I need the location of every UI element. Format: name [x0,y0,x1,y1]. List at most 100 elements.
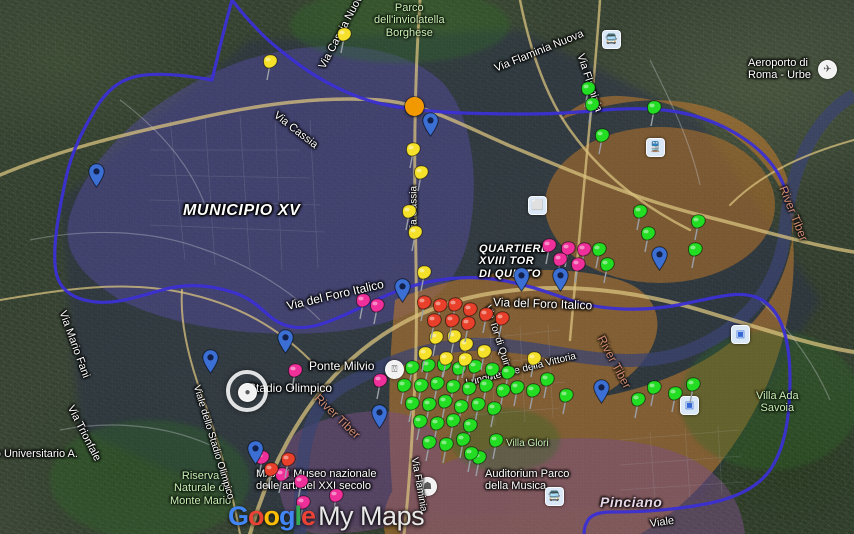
map-pin-green[interactable] [509,380,526,407]
map-pin-green[interactable] [396,378,413,405]
map-pin-yellow[interactable] [336,27,353,54]
landmark-icon[interactable]: ⍔ [385,360,404,379]
map-pin-green[interactable] [687,242,704,269]
map-pin-red[interactable] [444,313,461,340]
map-pin-green[interactable] [429,376,446,403]
map-pin-yellow[interactable] [457,352,474,379]
map-pin-green[interactable] [421,435,438,462]
map-pin-green[interactable] [646,100,663,127]
map-pin-red[interactable] [478,307,495,334]
map-marker-blue[interactable] [247,440,264,466]
map-pin-pink[interactable] [541,238,558,265]
map-pin-yellow[interactable] [417,346,434,373]
map-pin-green[interactable] [404,396,421,423]
map-pin-green[interactable] [591,242,608,269]
map-pin-green[interactable] [580,81,597,108]
map-pin-red[interactable] [416,295,433,322]
map-pin-yellow[interactable] [401,204,418,231]
map-pin-green[interactable] [461,381,478,408]
poi-icon[interactable]: ▣ [680,396,699,415]
map-pin-red[interactable] [263,462,280,489]
bus-icon[interactable]: 🚍 [602,30,621,49]
map-pin-pink[interactable] [328,488,345,515]
map-pin-green[interactable] [421,397,438,424]
map-pin-red[interactable] [494,311,511,338]
map-pin-green[interactable] [667,386,684,413]
map-pin-green[interactable] [445,413,462,440]
map-pin-green[interactable] [630,392,647,419]
map-pin-yellow[interactable] [458,337,475,364]
map-pin-yellow[interactable] [413,165,430,192]
map-pin-yellow[interactable] [446,329,463,356]
map-pin-green[interactable] [525,383,542,410]
map-pin-green[interactable] [594,128,611,155]
map-pin-green[interactable] [404,360,421,387]
map-pin-pink[interactable] [372,373,389,400]
poi-icon[interactable]: ▣ [731,325,750,344]
map-pin-green[interactable] [455,432,472,459]
google-wordmark: Google [228,501,316,531]
map-pin-green[interactable] [453,399,470,426]
rail-icon[interactable]: ⬜ [528,196,547,215]
map-pin-green[interactable] [558,388,575,415]
map-pin-green[interactable] [463,446,480,473]
map-marker-blue[interactable] [552,267,569,293]
map-pin-yellow[interactable] [405,142,422,169]
map-pin-green[interactable] [484,362,501,389]
map-pin-red[interactable] [447,297,464,324]
map-pin-green[interactable] [632,204,649,231]
map-marker-blue[interactable] [277,329,294,355]
map-pin-pink[interactable] [570,257,587,284]
map-pin-red[interactable] [460,316,477,343]
map-marker-blue[interactable] [88,163,105,189]
map-pin-green[interactable] [413,378,430,405]
map-pin-green[interactable] [470,397,487,424]
map-pin-pink[interactable] [576,242,593,269]
map-pin-yellow[interactable] [526,351,543,378]
map-pin-green[interactable] [584,97,601,124]
district-overlay-northwest [67,46,474,334]
map-pin-green[interactable] [599,257,616,284]
map-pin-pink[interactable] [295,495,312,522]
map-pin-pink[interactable] [369,298,386,325]
map-pin-pink[interactable] [287,363,304,390]
train-icon[interactable]: 🚆 [646,138,665,157]
map-pin-yellow[interactable] [262,54,279,81]
map-pin-pink[interactable] [293,474,310,501]
map-marker-blue[interactable] [202,349,219,375]
map-pin-green[interactable] [438,437,455,464]
map-pin-green[interactable] [640,226,657,253]
map-pin-green[interactable] [486,401,503,428]
map-marker-blue[interactable] [593,379,610,405]
map-pin-green[interactable] [539,372,556,399]
airport-icon[interactable]: ✈ [818,60,837,79]
map-marker-blue[interactable] [422,112,439,138]
map-pin-green[interactable] [488,433,505,460]
map-pin-green[interactable] [437,394,454,421]
map-pin-yellow[interactable] [428,330,445,357]
map-pin-pink[interactable] [560,241,577,268]
map-pin-green[interactable] [646,380,663,407]
river-tiber [293,89,854,534]
map-pin-yellow[interactable] [407,225,424,252]
map-pin-pink[interactable] [552,252,569,279]
map-pin-yellow[interactable] [416,265,433,292]
map-pin-red[interactable] [426,313,443,340]
map-pin-green[interactable] [478,378,495,405]
bus-icon[interactable]: 🚍 [545,487,564,506]
map-pin-yellow[interactable] [438,351,455,378]
map-marker-blue[interactable] [371,404,388,430]
map-pin-green[interactable] [495,383,512,410]
map-marker-blue[interactable] [394,278,411,304]
orange-circle-marker[interactable] [405,97,424,116]
map-pin-green[interactable] [412,414,429,441]
map-marker-blue[interactable] [513,267,530,293]
map-pin-green[interactable] [685,377,702,404]
map-pin-green[interactable] [690,214,707,241]
museum-icon[interactable]: ☗ [418,477,437,496]
map-marker-blue[interactable] [651,246,668,272]
map-pin-red[interactable] [280,452,297,479]
map-pin-pink[interactable] [355,293,372,320]
map-pin-yellow[interactable] [476,344,493,371]
